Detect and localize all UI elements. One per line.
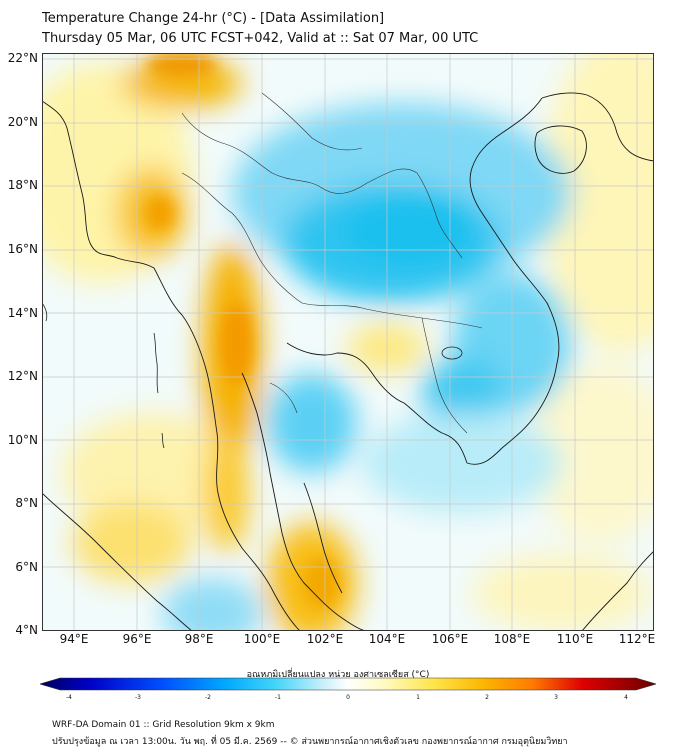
colorbar-tick-minus2: -2	[205, 694, 211, 701]
footer-credit: ปรับปรุงข้อมูล ณ เวลา 13:00น. วัน พฤ. ที…	[52, 737, 568, 747]
colorbar-title: อุณหภูมิเปลี่ยนแปลง หน่วย องศาเซลเซียส (…	[246, 670, 430, 680]
lon-label-106e: 106°E	[431, 632, 469, 646]
colorbar-tick-minus4: -4	[66, 694, 72, 701]
colorbar-gradient	[40, 677, 656, 691]
lon-label-94e: 94°E	[59, 632, 89, 646]
colorbar-tick-minus1: -1	[275, 694, 281, 701]
lat-label-14n: 14°N	[7, 306, 38, 320]
lon-label-104e: 104°E	[368, 632, 406, 646]
lat-label-10n: 10°N	[7, 433, 38, 447]
lat-label-20n: 20°N	[7, 115, 38, 129]
colorbar-tick-3: 3	[554, 694, 558, 701]
colorbar-tick-4: 4	[624, 694, 628, 701]
colorbar	[40, 677, 656, 691]
colorbar-tick-1: 1	[416, 694, 420, 701]
colorbar-tick-0: 0	[346, 694, 350, 701]
temperature-field	[42, 53, 654, 631]
lon-label-108e: 108°E	[493, 632, 531, 646]
lon-label-110e: 110°E	[556, 632, 594, 646]
colorbar-tick-minus3: -3	[135, 694, 141, 701]
map-title: Temperature Change 24-hr (°C) - [Data As…	[42, 11, 385, 26]
footer-model-info: WRF-DA Domain 01 :: Grid Resolution 9km …	[52, 720, 275, 730]
lat-label-22n: 22°N	[7, 51, 38, 65]
lon-label-100e: 100°E	[243, 632, 281, 646]
lon-label-112e: 112°E	[618, 632, 656, 646]
map-frame	[42, 53, 654, 631]
lat-label-18n: 18°N	[7, 178, 38, 192]
lon-label-98e: 98°E	[184, 632, 214, 646]
colorbar-tick-2: 2	[485, 694, 489, 701]
tonle-sap-lake	[441, 346, 463, 360]
country-borders	[181, 92, 483, 434]
temperature-change-map	[42, 53, 654, 631]
map-subtitle: Thursday 05 Mar, 06 UTC FCST+042, Valid …	[42, 31, 479, 46]
lon-label-102e: 102°E	[306, 632, 344, 646]
lat-label-4n: 4°N	[15, 623, 38, 637]
coastlines	[42, 92, 654, 631]
lat-label-8n: 8°N	[15, 496, 38, 510]
lat-label-6n: 6°N	[15, 560, 38, 574]
lon-label-96e: 96°E	[122, 632, 152, 646]
lat-label-16n: 16°N	[7, 242, 38, 256]
lat-label-12n: 12°N	[7, 369, 38, 383]
